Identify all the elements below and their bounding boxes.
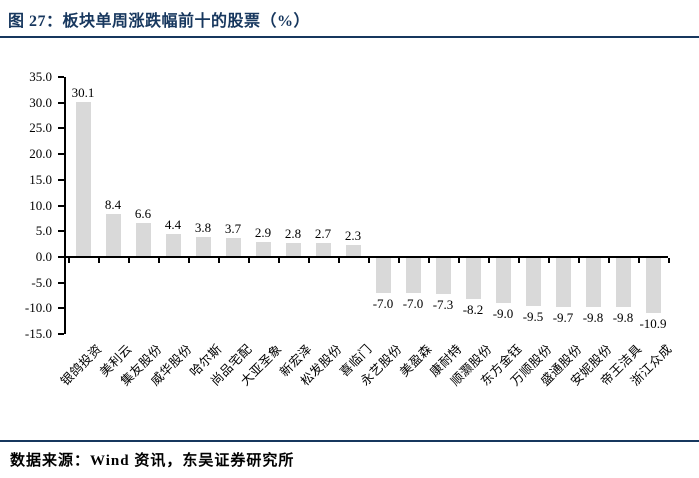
y-tick-label: 30.0: [29, 94, 52, 110]
y-axis-tick: [58, 127, 64, 130]
y-axis-tick: [58, 204, 64, 207]
bar: [105, 213, 121, 256]
x-axis-tick: [68, 257, 70, 263]
x-axis-tick: [458, 257, 460, 263]
value-label: 30.1: [71, 85, 95, 101]
y-axis-tick: [58, 307, 64, 310]
value-label: 2.3: [344, 228, 362, 244]
y-tick-label: -15.0: [24, 326, 52, 341]
x-axis-tick: [488, 257, 490, 263]
bar: [495, 257, 511, 304]
x-axis-tick: [338, 257, 340, 263]
bar: [375, 257, 391, 293]
bar: [585, 257, 601, 308]
value-label: 2.8: [284, 225, 302, 241]
value-label: -9.7: [552, 309, 574, 325]
value-label: 4.4: [164, 217, 182, 233]
y-tick-label: 10.0: [29, 197, 52, 213]
value-label: -9.8: [612, 310, 634, 326]
x-axis-tick: [188, 257, 190, 263]
bar: [405, 257, 421, 293]
bar: [315, 243, 331, 256]
value-label: -8.2: [462, 302, 484, 318]
value-label: -9.8: [582, 310, 604, 326]
x-axis-tick: [398, 257, 400, 263]
bar: [195, 237, 211, 256]
bar: [75, 102, 91, 256]
bar: [255, 241, 271, 256]
x-axis-tick: [158, 257, 160, 263]
x-axis-tick: [428, 257, 430, 263]
value-label: -7.3: [432, 297, 454, 313]
y-tick-label: -5.0: [31, 274, 52, 290]
bar: [465, 257, 481, 300]
bar: [165, 234, 181, 256]
x-axis-tick: [668, 257, 670, 263]
x-axis-tick: [368, 257, 370, 263]
x-axis-tick: [578, 257, 580, 263]
x-axis-tick: [608, 257, 610, 263]
value-label: -7.0: [372, 295, 394, 311]
x-axis-tick: [278, 257, 280, 263]
y-tick-label: -10.0: [24, 300, 52, 316]
x-axis-tick: [128, 257, 130, 263]
y-tick-label: 0.0: [35, 248, 52, 264]
bar: [435, 257, 451, 295]
footer-divider: [0, 440, 699, 442]
x-axis-tick: [308, 257, 310, 263]
y-tick-label: 15.0: [29, 171, 52, 187]
y-axis-tick: [58, 333, 64, 335]
x-axis-tick: [248, 257, 250, 263]
bar: [345, 245, 361, 256]
value-label: 6.6: [134, 205, 152, 221]
y-tick-label: 35.0: [29, 69, 52, 84]
y-axis-tick: [58, 153, 64, 156]
bar: [135, 222, 151, 256]
bar: [555, 257, 571, 307]
y-axis-tick: [58, 76, 64, 78]
bar: [225, 237, 241, 256]
value-label: -10.9: [639, 315, 667, 331]
y-axis-tick: [58, 178, 64, 181]
value-label: -7.0: [402, 295, 424, 311]
y-tick-label: 5.0: [35, 223, 52, 239]
value-label: 2.7: [314, 226, 332, 242]
x-axis-tick: [98, 257, 100, 263]
value-label: -9.5: [522, 308, 544, 324]
bar: [645, 257, 661, 313]
value-label: 8.4: [104, 196, 122, 212]
bar: [285, 242, 301, 256]
y-tick-label: 20.0: [29, 146, 52, 162]
bar: [615, 257, 631, 308]
x-axis-tick: [218, 257, 220, 263]
value-label: -9.0: [492, 306, 514, 322]
value-label: 3.7: [224, 220, 242, 236]
title-divider: [0, 36, 699, 38]
y-axis-tick: [58, 101, 64, 104]
x-axis-tick: [548, 257, 550, 263]
x-axis-tick: [518, 257, 520, 263]
y-tick-label: 25.0: [29, 120, 52, 136]
y-axis-tick: [58, 281, 64, 284]
y-axis-line: [64, 77, 66, 334]
data-source: 数据来源：Wind 资讯，东吴证券研究所: [10, 453, 295, 469]
x-axis-line: [64, 255, 668, 258]
value-label: 3.8: [194, 220, 212, 236]
y-axis-tick: [58, 230, 64, 233]
bar: [525, 257, 541, 306]
category-label: 美盈森: [397, 341, 435, 380]
x-axis-tick: [638, 257, 640, 263]
figure-title: 图 27：板块单周涨跌幅前十的股票（%）: [8, 13, 311, 30]
y-axis-tick: [58, 255, 64, 258]
value-label: 2.9: [254, 224, 272, 240]
